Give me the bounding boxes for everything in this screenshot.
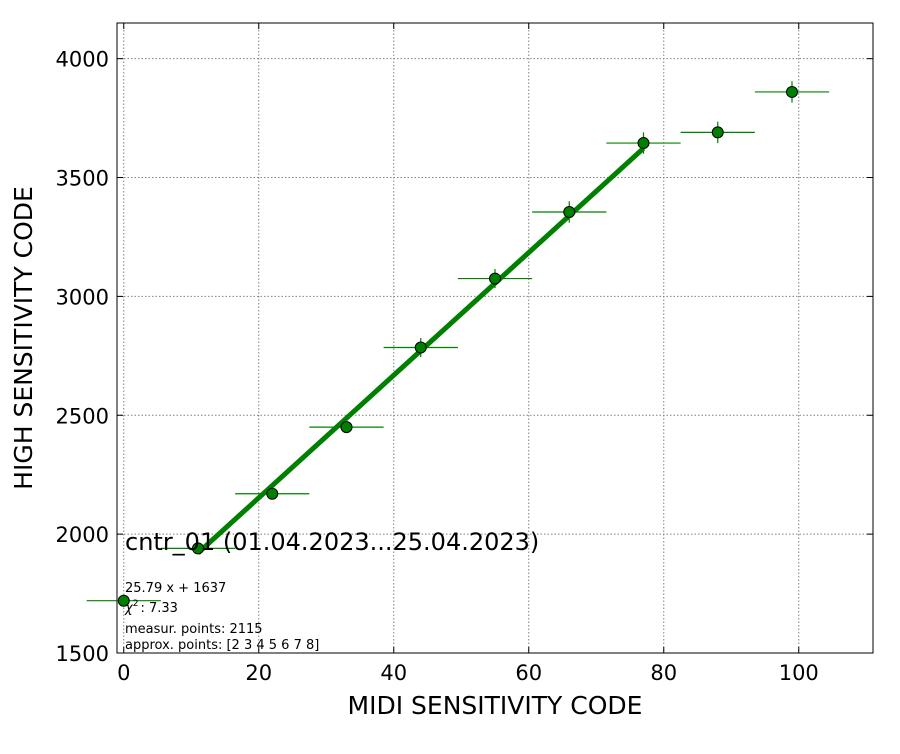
data-point [563,206,576,218]
x-tick-label: 80 [650,661,677,685]
data-point [637,137,650,150]
y-tick-label: 4000 [56,48,109,72]
x-tick-label: 0 [117,661,130,685]
x-axis-title: MIDI SENSITIVITY CODE [348,691,643,720]
x-tick-label: 100 [779,661,819,685]
grid-layer [117,23,873,654]
data-point [117,594,130,607]
x-tick-label: 40 [380,661,407,685]
data-point [489,272,501,285]
y-tick-label: 3500 [56,167,109,191]
annotation-approx-points: approx. points: [2 3 4 5 6 7 8] [125,638,319,653]
ticklabel-layer: 0 20 40 60 80 100 1500 2000 2500 3000 3500 4000 [56,48,819,685]
annotation-fit-formula: 25.79 x + 1637 [125,581,226,596]
data-point [340,421,353,434]
data-point [711,126,724,139]
data-point [786,85,798,98]
ticks-layer [117,23,873,654]
data-point [266,487,279,500]
annotation-measur-points: measur. points: 2115 [125,622,263,637]
chi2-symbol: χ [124,601,134,616]
y-tick-label: 2500 [56,404,109,428]
x-tick-label: 60 [515,661,542,685]
errorbar-layer [86,81,830,605]
y-tick-label: 2000 [56,523,109,547]
marker-layer [117,85,798,607]
y-axis-title: HIGH SENSITIVITY CODE [9,186,38,490]
annotation-title: cntr_01 (01.04.2023...25.04.2023) [125,528,539,556]
data-point [414,341,427,354]
plot-frame [116,22,874,654]
annotation-chi2: χ2: 7.33 [124,599,178,616]
x-tick-label: 20 [245,661,272,685]
chi2-superscript: 2 [133,599,139,609]
y-tick-label: 3000 [56,285,109,309]
y-tick-label: 1500 [56,642,109,666]
data-point [192,542,204,555]
chi2-value: : 7.33 [140,601,177,616]
